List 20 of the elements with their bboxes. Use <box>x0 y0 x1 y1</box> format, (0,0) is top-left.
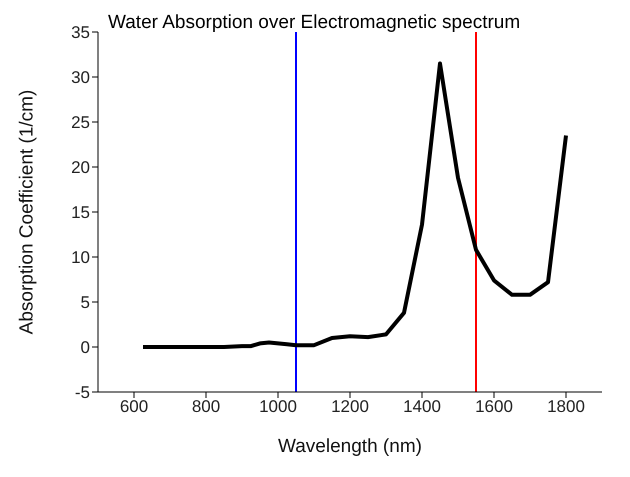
y-tick-label: 30 <box>71 68 90 88</box>
line-series <box>141 62 568 349</box>
y-tick-label: 10 <box>71 248 90 268</box>
x-tick-label: 1000 <box>259 397 297 416</box>
chart-title: Water Absorption over Electromagnetic spectrum <box>108 12 520 34</box>
x-tick-label: 1600 <box>475 397 513 416</box>
x-tick-label: 1800 <box>547 397 585 416</box>
x-tick-label: 1400 <box>403 397 441 416</box>
x-axis-title: Wavelength (nm) <box>278 436 422 457</box>
y-tick-label: -5 <box>74 383 90 402</box>
y-tick-label: 5 <box>80 293 90 312</box>
x-tick-label: 1200 <box>331 397 369 416</box>
y-tick-label: 25 <box>71 113 90 132</box>
y-tick-label: 0 <box>80 338 90 358</box>
y-tick-label: 35 <box>71 23 90 42</box>
x-tick-label: 800 <box>192 397 220 416</box>
y-tick-label: 15 <box>71 203 90 222</box>
y-axis-title: Absorption Coefficient (1/cm) <box>16 90 38 334</box>
x-tick-label: 600 <box>120 397 148 416</box>
y-tick-label: 20 <box>71 158 90 178</box>
